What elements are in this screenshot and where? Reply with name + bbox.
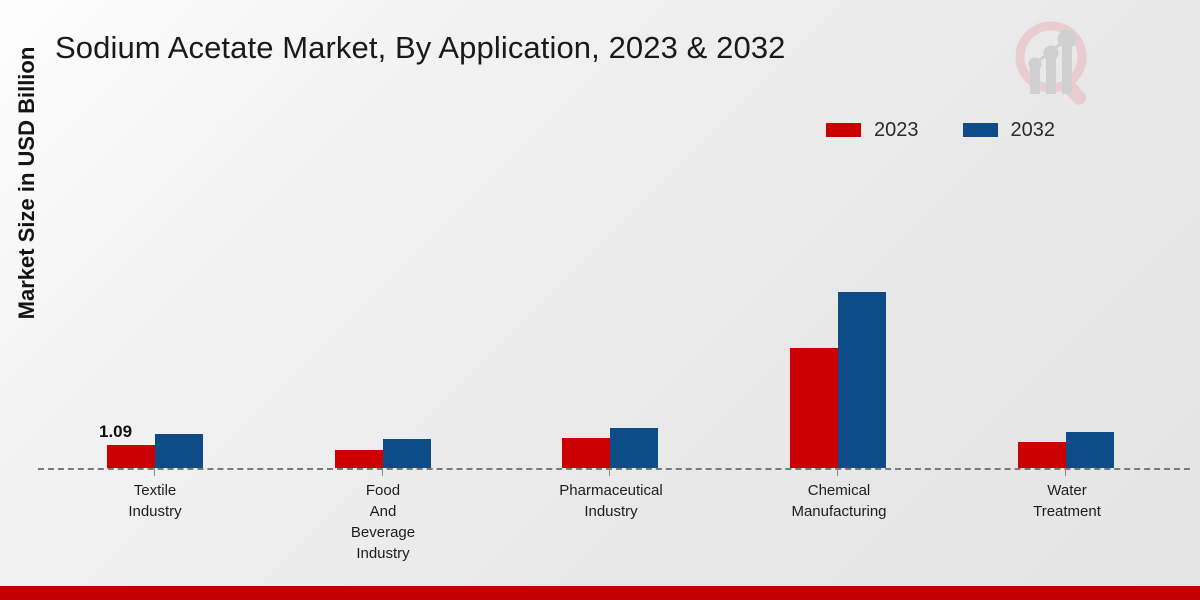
bar-group-chemical-manufacturing [738, 208, 938, 476]
x-axis-label-line: Beverage [350, 524, 416, 541]
x-axis-label-line: Industry [584, 503, 638, 520]
bars-chemical-manufacturing [738, 208, 938, 468]
bottom-accent-bar [0, 586, 1200, 600]
x-axis-label-line: Textile [133, 482, 177, 499]
bars-pharmaceutical-industry [510, 208, 710, 468]
legend-swatch-2023 [826, 123, 861, 137]
x-axis-label-line: Manufacturing [791, 503, 887, 520]
value-label-textile-2023: 1.09 [99, 422, 133, 441]
x-axis-tick-food-and-beverage-industry [382, 468, 383, 476]
bar-2032-food-and-beverage-industry[interactable] [383, 439, 431, 468]
x-axis-label-line: Food [365, 482, 401, 499]
x-axis-label-line: Pharmaceutical [559, 482, 663, 499]
bar-group-water-treatment [966, 208, 1166, 476]
chart-title: Sodium Acetate Market, By Application, 2… [55, 30, 786, 65]
x-axis-tick-textile-industry [154, 468, 155, 476]
x-axis-label-food-and-beverage-industry: Food And Beverage Industry [268, 480, 498, 564]
x-axis-tick-chemical-manufacturing [837, 468, 838, 476]
x-axis-label-chemical-manufacturing: Chemical Manufacturing [724, 480, 954, 522]
x-axis-label-line: Industry [128, 503, 182, 520]
x-axis-tick-pharmaceutical-industry [609, 468, 610, 476]
bars-water-treatment [966, 208, 1166, 468]
x-axis-label-line: And [369, 503, 397, 520]
bar-2032-chemical-manufacturing[interactable] [838, 292, 886, 468]
bar-2032-water-treatment[interactable] [1066, 432, 1114, 468]
bars-textile-industry [55, 208, 255, 468]
legend-item-2032[interactable]: 2032 [962, 119, 1056, 141]
bar-2023-chemical-manufacturing[interactable] [790, 348, 838, 468]
bar-group-pharmaceutical-industry [510, 208, 710, 476]
bar-2023-water-treatment[interactable] [1018, 442, 1066, 468]
bar-2032-textile-industry[interactable] [155, 434, 203, 468]
legend-item-2023[interactable]: 2023 [826, 120, 919, 140]
x-axis-tick-water-treatment [1065, 468, 1066, 476]
bar-2023-food-and-beverage-industry[interactable] [335, 450, 383, 468]
x-axis-baseline [38, 468, 1190, 470]
bar-2032-pharmaceutical-industry[interactable] [610, 428, 658, 468]
x-axis-label-pharmaceutical-industry: Pharmaceutical Industry [496, 480, 726, 522]
x-axis-label-line: Treatment [1033, 503, 1101, 520]
legend-label-2023: 2023 [874, 119, 919, 141]
chart-legend: 2023 2032 [826, 120, 1055, 140]
bar-2023-textile-industry[interactable] [107, 445, 155, 468]
bars-food-and-beverage-industry [283, 208, 483, 468]
bar-2023-pharmaceutical-industry[interactable] [562, 438, 610, 468]
bar-group-food-and-beverage-industry [283, 208, 483, 476]
x-axis-label-line: Industry [356, 545, 410, 562]
x-axis-label-textile-industry: Textile Industry [40, 480, 270, 522]
bar-group-textile-industry: 1.09 [55, 208, 255, 476]
x-axis-label-line: Water [1047, 482, 1087, 499]
x-axis-label-line: Chemical [807, 482, 871, 499]
legend-label-2032: 2032 [1010, 119, 1056, 141]
x-axis-label-water-treatment: Water Treatment [952, 480, 1182, 522]
legend-swatch-2032 [962, 123, 998, 137]
